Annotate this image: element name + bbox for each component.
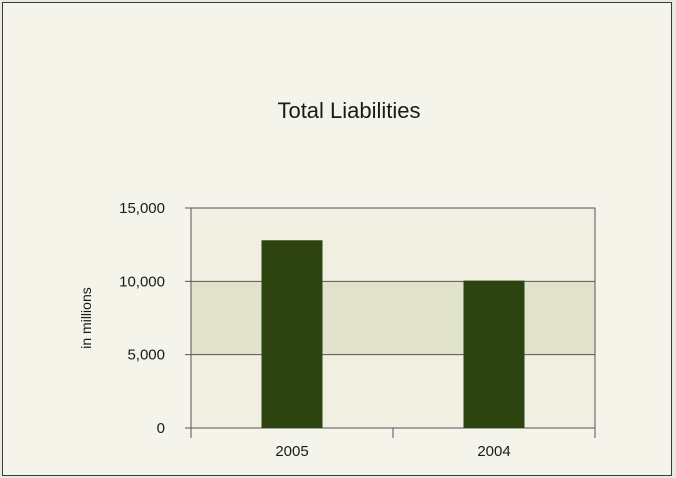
bar-2005	[261, 240, 323, 428]
plot-band	[191, 281, 595, 355]
y-tick-label: 10,000	[119, 273, 165, 290]
x-tick-label: 2005	[275, 443, 308, 460]
y-tick-label: 5,000	[127, 347, 165, 364]
bar-2004	[463, 280, 525, 428]
y-tick-label: 15,000	[119, 200, 165, 217]
y-axis-label: in millions	[78, 287, 94, 348]
plot-area: 0 5,000 10,000 15,000 2005 2004	[119, 200, 596, 460]
x-tick-label: 2004	[477, 443, 510, 460]
y-tick-label: 0	[157, 420, 165, 437]
plot-band	[191, 208, 595, 282]
plot-band	[191, 354, 595, 428]
chart-title: Total Liabilities	[277, 98, 420, 123]
